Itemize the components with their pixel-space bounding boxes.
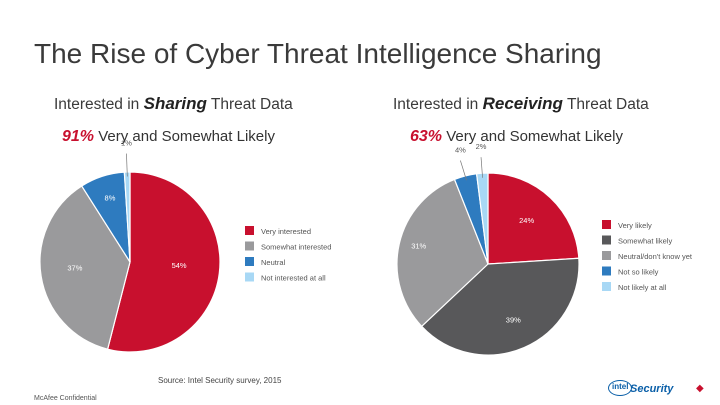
- right-heading-pre: Interested in: [393, 96, 483, 113]
- left-sub-text: Very and Somewhat Likely: [94, 128, 275, 145]
- right-panel-subheading: 63% Very and Somewhat Likely: [410, 128, 623, 146]
- pie0-legend-swatch-3: [245, 272, 254, 282]
- pie0-slice-0: [106, 171, 221, 353]
- intel-security-logo: intel Security: [608, 380, 686, 400]
- left-panel-heading: Interested in Sharing Threat Data: [54, 94, 293, 114]
- confidential-note: McAfee Confidential: [34, 395, 97, 402]
- pie0-legend-swatch-2: [245, 257, 254, 266]
- pie1-legend-label-2: Neutral/don't know yet: [618, 252, 693, 261]
- pie1-leader-4: [480, 157, 483, 178]
- pie1-legend-swatch-1: [602, 235, 611, 245]
- pie1-label-2: 31%: [411, 242, 426, 251]
- logo-wordmark: Security: [630, 383, 674, 395]
- pie1-legend-label-1: Somewhat likely: [618, 237, 672, 246]
- pie1-slice-2: [396, 178, 489, 328]
- pie0-leader-3: [126, 153, 128, 177]
- left-heading-post: Threat Data: [206, 96, 293, 113]
- right-heading-emphasis: Receiving: [482, 94, 563, 113]
- pie1-legend-label-0: Very likely: [618, 221, 652, 230]
- mcafee-shield-icon: ◆: [696, 383, 704, 394]
- left-panel-subheading: 91% Very and Somewhat Likely: [62, 128, 275, 146]
- pie1-legend-swatch-4: [602, 282, 611, 291]
- pie1-legend-swatch-3: [602, 266, 611, 276]
- left-sub-pct: 91%: [62, 128, 95, 145]
- pie1-leader-3: [460, 160, 467, 181]
- right-panel-heading: Interested in Receiving Threat Data: [393, 94, 649, 114]
- pie0-legend-label-3: Not interested at all: [261, 274, 326, 283]
- right-heading-post: Threat Data: [562, 96, 649, 113]
- pie0-legend-swatch-0: [245, 226, 254, 235]
- pie1-slice-0: [487, 172, 580, 265]
- pie1-label-0: 24%: [519, 216, 534, 225]
- pie1-label-4: 2%: [476, 142, 487, 151]
- right-sub-text: Very and Somewhat Likely: [442, 128, 623, 145]
- left-heading-emphasis: Sharing: [143, 94, 207, 113]
- logo-ring: [608, 380, 632, 396]
- pie0-label-2: 8%: [105, 193, 116, 202]
- left-heading-pre: Interested in: [54, 96, 144, 113]
- pie1-legend-swatch-0: [602, 220, 611, 229]
- slide-title: The Rise of Cyber Threat Intelligence Sh…: [34, 38, 602, 69]
- pie0-label-0: 54%: [172, 261, 187, 270]
- pie0-legend-swatch-1: [245, 241, 254, 251]
- pie1-label-1: 39%: [506, 315, 521, 324]
- pie1-label-3: 4%: [455, 145, 466, 154]
- pie1-legend-label-4: Not likely at all: [618, 283, 667, 292]
- logo-intel-text: intel: [612, 382, 629, 391]
- pie0-legend-label-0: Very interested: [261, 227, 311, 236]
- pie1-slice-1: [420, 257, 580, 356]
- pie0-label-3: 1%: [121, 139, 132, 148]
- right-sub-pct: 63%: [410, 128, 443, 145]
- pie0-legend-label-1: Somewhat interested: [261, 243, 331, 252]
- pie1-legend-label-3: Not so likely: [618, 268, 659, 277]
- pie0-label-1: 37%: [67, 264, 82, 273]
- pie1-legend-swatch-2: [602, 251, 611, 260]
- source-note: Source: Intel Security survey, 2015: [158, 376, 282, 385]
- pie0-legend-label-2: Neutral: [261, 258, 286, 267]
